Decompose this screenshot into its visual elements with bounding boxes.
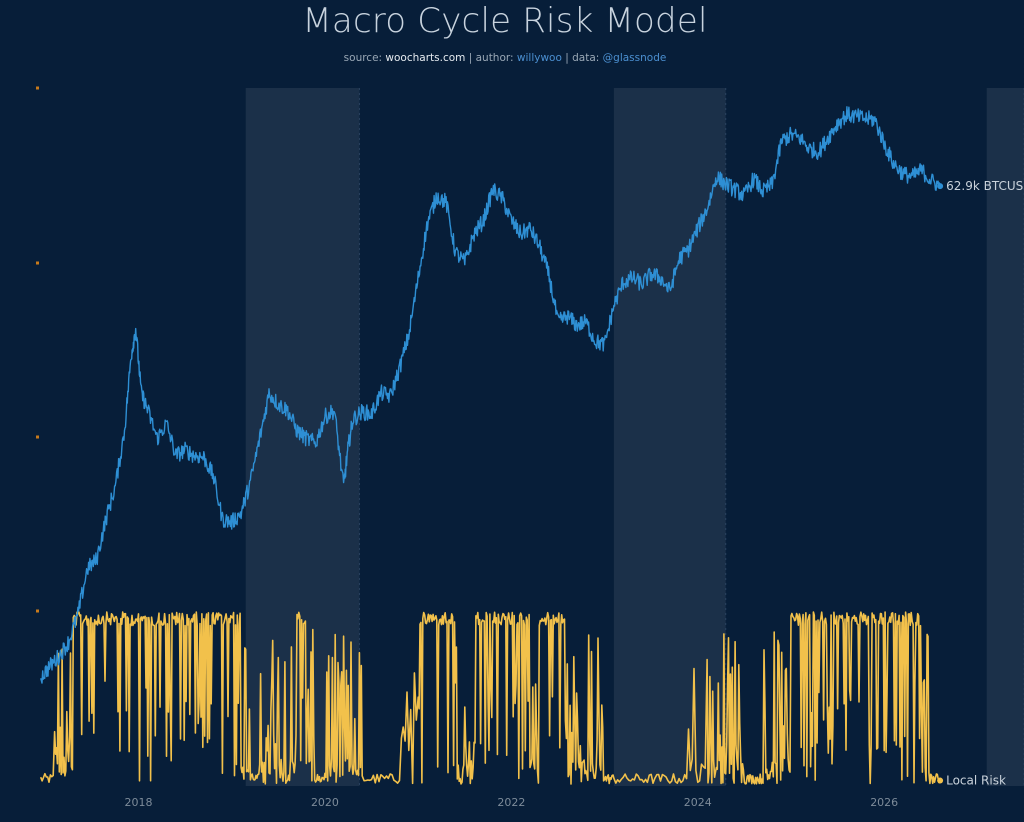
subtitle-data-value[interactable]: @glassnode (602, 52, 667, 64)
subtitle-source-label: source: (343, 52, 386, 64)
subtitle-author-label: | author: (465, 52, 517, 64)
x-tick-2018: 2018 (125, 796, 153, 809)
end-labels: 62.9k BTCUSD Local Risk (946, 179, 1024, 787)
local-risk-series (39, 611, 944, 785)
local-risk-end-point (937, 777, 944, 784)
x-tick-2020: 2020 (311, 796, 339, 809)
x-tick-2022: 2022 (497, 796, 525, 809)
shaded-region-1 (613, 88, 726, 786)
chart-title: Macro Cycle Risk Model (302, 1, 708, 41)
subtitle-author-value[interactable]: willywoo (516, 52, 562, 64)
btcusd-end-label: 62.9k BTCUSD (946, 179, 1024, 193)
left-axis-marker-1 (36, 261, 39, 265)
local-risk-line (39, 611, 941, 785)
subtitle-data-label: | data: (561, 52, 603, 64)
local-risk-end-label: Local Risk (946, 774, 1006, 788)
left-axis-markers (36, 86, 39, 613)
btcusd-end-point (937, 183, 944, 190)
x-tick-2024: 2024 (684, 796, 712, 809)
btcusd-series (40, 106, 944, 684)
left-axis-marker-3 (36, 609, 39, 613)
left-axis-marker-2 (36, 435, 39, 439)
shaded-region-2 (986, 88, 1024, 786)
chart-subtitle: source: woocharts.com | author: willywoo… (0, 51, 1010, 65)
subtitle-source-value[interactable]: woocharts.com (385, 52, 466, 64)
btcusd-line (40, 106, 941, 684)
x-tick-2026: 2026 (870, 796, 898, 809)
left-axis-marker-0 (36, 86, 39, 90)
x-axis-ticks: 2018 2020 2022 2024 2026 (125, 796, 899, 809)
